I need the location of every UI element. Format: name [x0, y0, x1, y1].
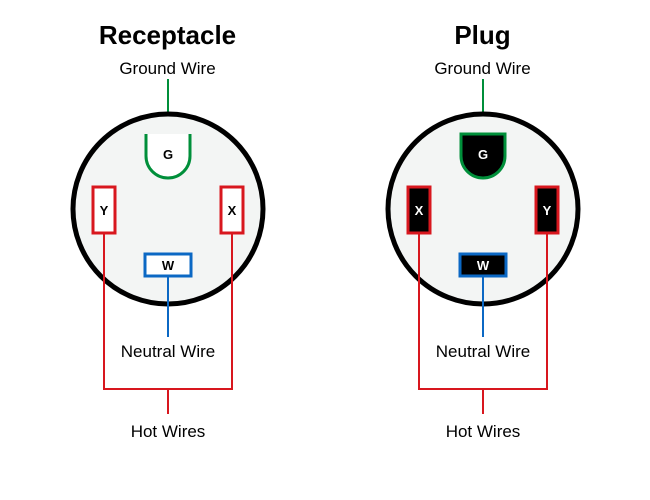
plug-panel: Plug Ground Wire G X Y W Neutral Wire Ho…: [333, 20, 633, 469]
receptacle-ground-label: Ground Wire: [18, 59, 318, 79]
left-hot-label: Y: [99, 203, 108, 218]
diagram-container: Receptacle Ground Wire G Y X W Neut: [0, 0, 650, 489]
receptacle-svg: G Y X W Neutral Wire Hot Wires: [18, 79, 318, 469]
plug-svg: G X Y W Neutral Wire Hot Wires: [333, 79, 633, 469]
plug-title: Plug: [333, 20, 633, 51]
plug-ground-label: Ground Wire: [333, 59, 633, 79]
hot-wires-label: Hot Wires: [445, 422, 520, 441]
receptacle-title: Receptacle: [18, 20, 318, 51]
neutral-wire-label: Neutral Wire: [435, 342, 529, 361]
receptacle-panel: Receptacle Ground Wire G Y X W Neut: [18, 20, 318, 469]
hot-wires-label: Hot Wires: [130, 422, 205, 441]
ground-slot-label: G: [162, 147, 172, 162]
neutral-wire-label: Neutral Wire: [120, 342, 214, 361]
right-hot-label: X: [227, 203, 236, 218]
left-hot-label: X: [414, 203, 423, 218]
neutral-prong-label: W: [476, 258, 489, 273]
ground-prong-label: G: [477, 147, 487, 162]
neutral-slot-label: W: [161, 258, 174, 273]
right-hot-label: Y: [542, 203, 551, 218]
